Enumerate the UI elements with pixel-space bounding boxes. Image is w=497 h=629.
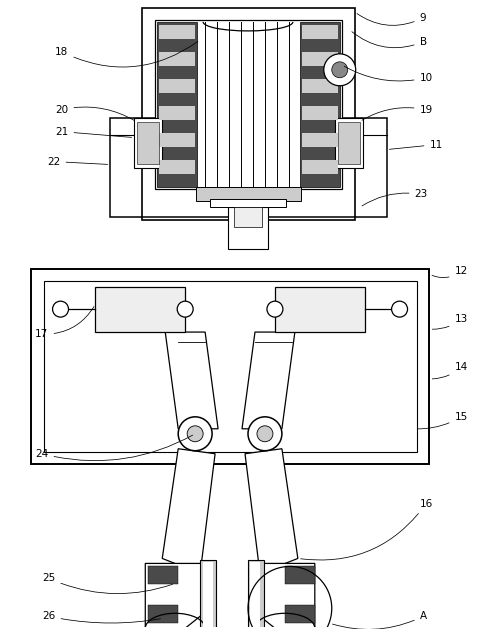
Bar <box>155 20 342 189</box>
Text: 25: 25 <box>42 574 172 594</box>
Text: 15: 15 <box>417 412 468 429</box>
Circle shape <box>257 426 273 442</box>
Bar <box>275 287 365 332</box>
Text: B: B <box>352 31 426 48</box>
Bar <box>142 8 355 220</box>
Text: 20: 20 <box>55 104 134 120</box>
Bar <box>234 208 262 227</box>
Text: 10: 10 <box>344 66 433 83</box>
Circle shape <box>177 301 193 317</box>
Bar <box>302 106 338 120</box>
Polygon shape <box>245 448 298 574</box>
Bar <box>44 281 416 452</box>
Text: 14: 14 <box>432 362 468 379</box>
Polygon shape <box>165 332 218 429</box>
Bar <box>300 22 340 187</box>
Bar <box>203 562 213 629</box>
Bar <box>210 199 286 208</box>
Bar <box>302 79 338 92</box>
Polygon shape <box>162 448 215 574</box>
Circle shape <box>187 426 203 442</box>
Circle shape <box>248 417 282 451</box>
Text: 23: 23 <box>362 189 428 206</box>
Text: 26: 26 <box>42 611 161 623</box>
Circle shape <box>267 301 283 317</box>
Bar <box>159 25 195 39</box>
Bar <box>159 133 195 147</box>
Circle shape <box>178 417 212 451</box>
Text: 9: 9 <box>357 13 426 25</box>
Circle shape <box>324 54 356 86</box>
Bar <box>338 121 360 164</box>
Text: 16: 16 <box>301 499 433 560</box>
Polygon shape <box>250 564 315 628</box>
Bar <box>250 562 260 629</box>
Bar <box>95 287 185 332</box>
Text: 17: 17 <box>35 306 94 339</box>
Bar <box>159 79 195 92</box>
Bar <box>285 566 315 584</box>
Text: 12: 12 <box>432 266 468 277</box>
Bar <box>302 133 338 147</box>
Bar <box>200 560 216 629</box>
Polygon shape <box>145 564 210 628</box>
Circle shape <box>392 301 408 317</box>
Text: 11: 11 <box>389 140 443 150</box>
Text: 21: 21 <box>55 126 132 137</box>
Bar <box>196 187 301 201</box>
Text: 13: 13 <box>432 314 468 329</box>
Text: A: A <box>332 611 426 629</box>
Bar <box>302 52 338 66</box>
Bar <box>110 118 387 218</box>
Bar <box>159 52 195 66</box>
Bar <box>137 121 159 164</box>
Bar <box>148 605 178 623</box>
Text: 24: 24 <box>35 435 193 460</box>
Bar <box>31 269 429 464</box>
Polygon shape <box>242 332 295 429</box>
Text: 22: 22 <box>47 157 108 167</box>
Text: 19: 19 <box>362 104 433 120</box>
Bar <box>159 160 195 174</box>
Text: 18: 18 <box>55 42 198 67</box>
Bar <box>302 160 338 174</box>
Bar <box>134 118 162 167</box>
Circle shape <box>53 301 69 317</box>
Bar <box>157 22 197 187</box>
Bar <box>148 566 178 584</box>
Bar <box>228 208 268 249</box>
Bar <box>159 106 195 120</box>
Circle shape <box>332 62 348 78</box>
Bar <box>335 118 363 167</box>
Bar <box>248 560 264 629</box>
Bar <box>302 25 338 39</box>
Bar <box>285 605 315 623</box>
